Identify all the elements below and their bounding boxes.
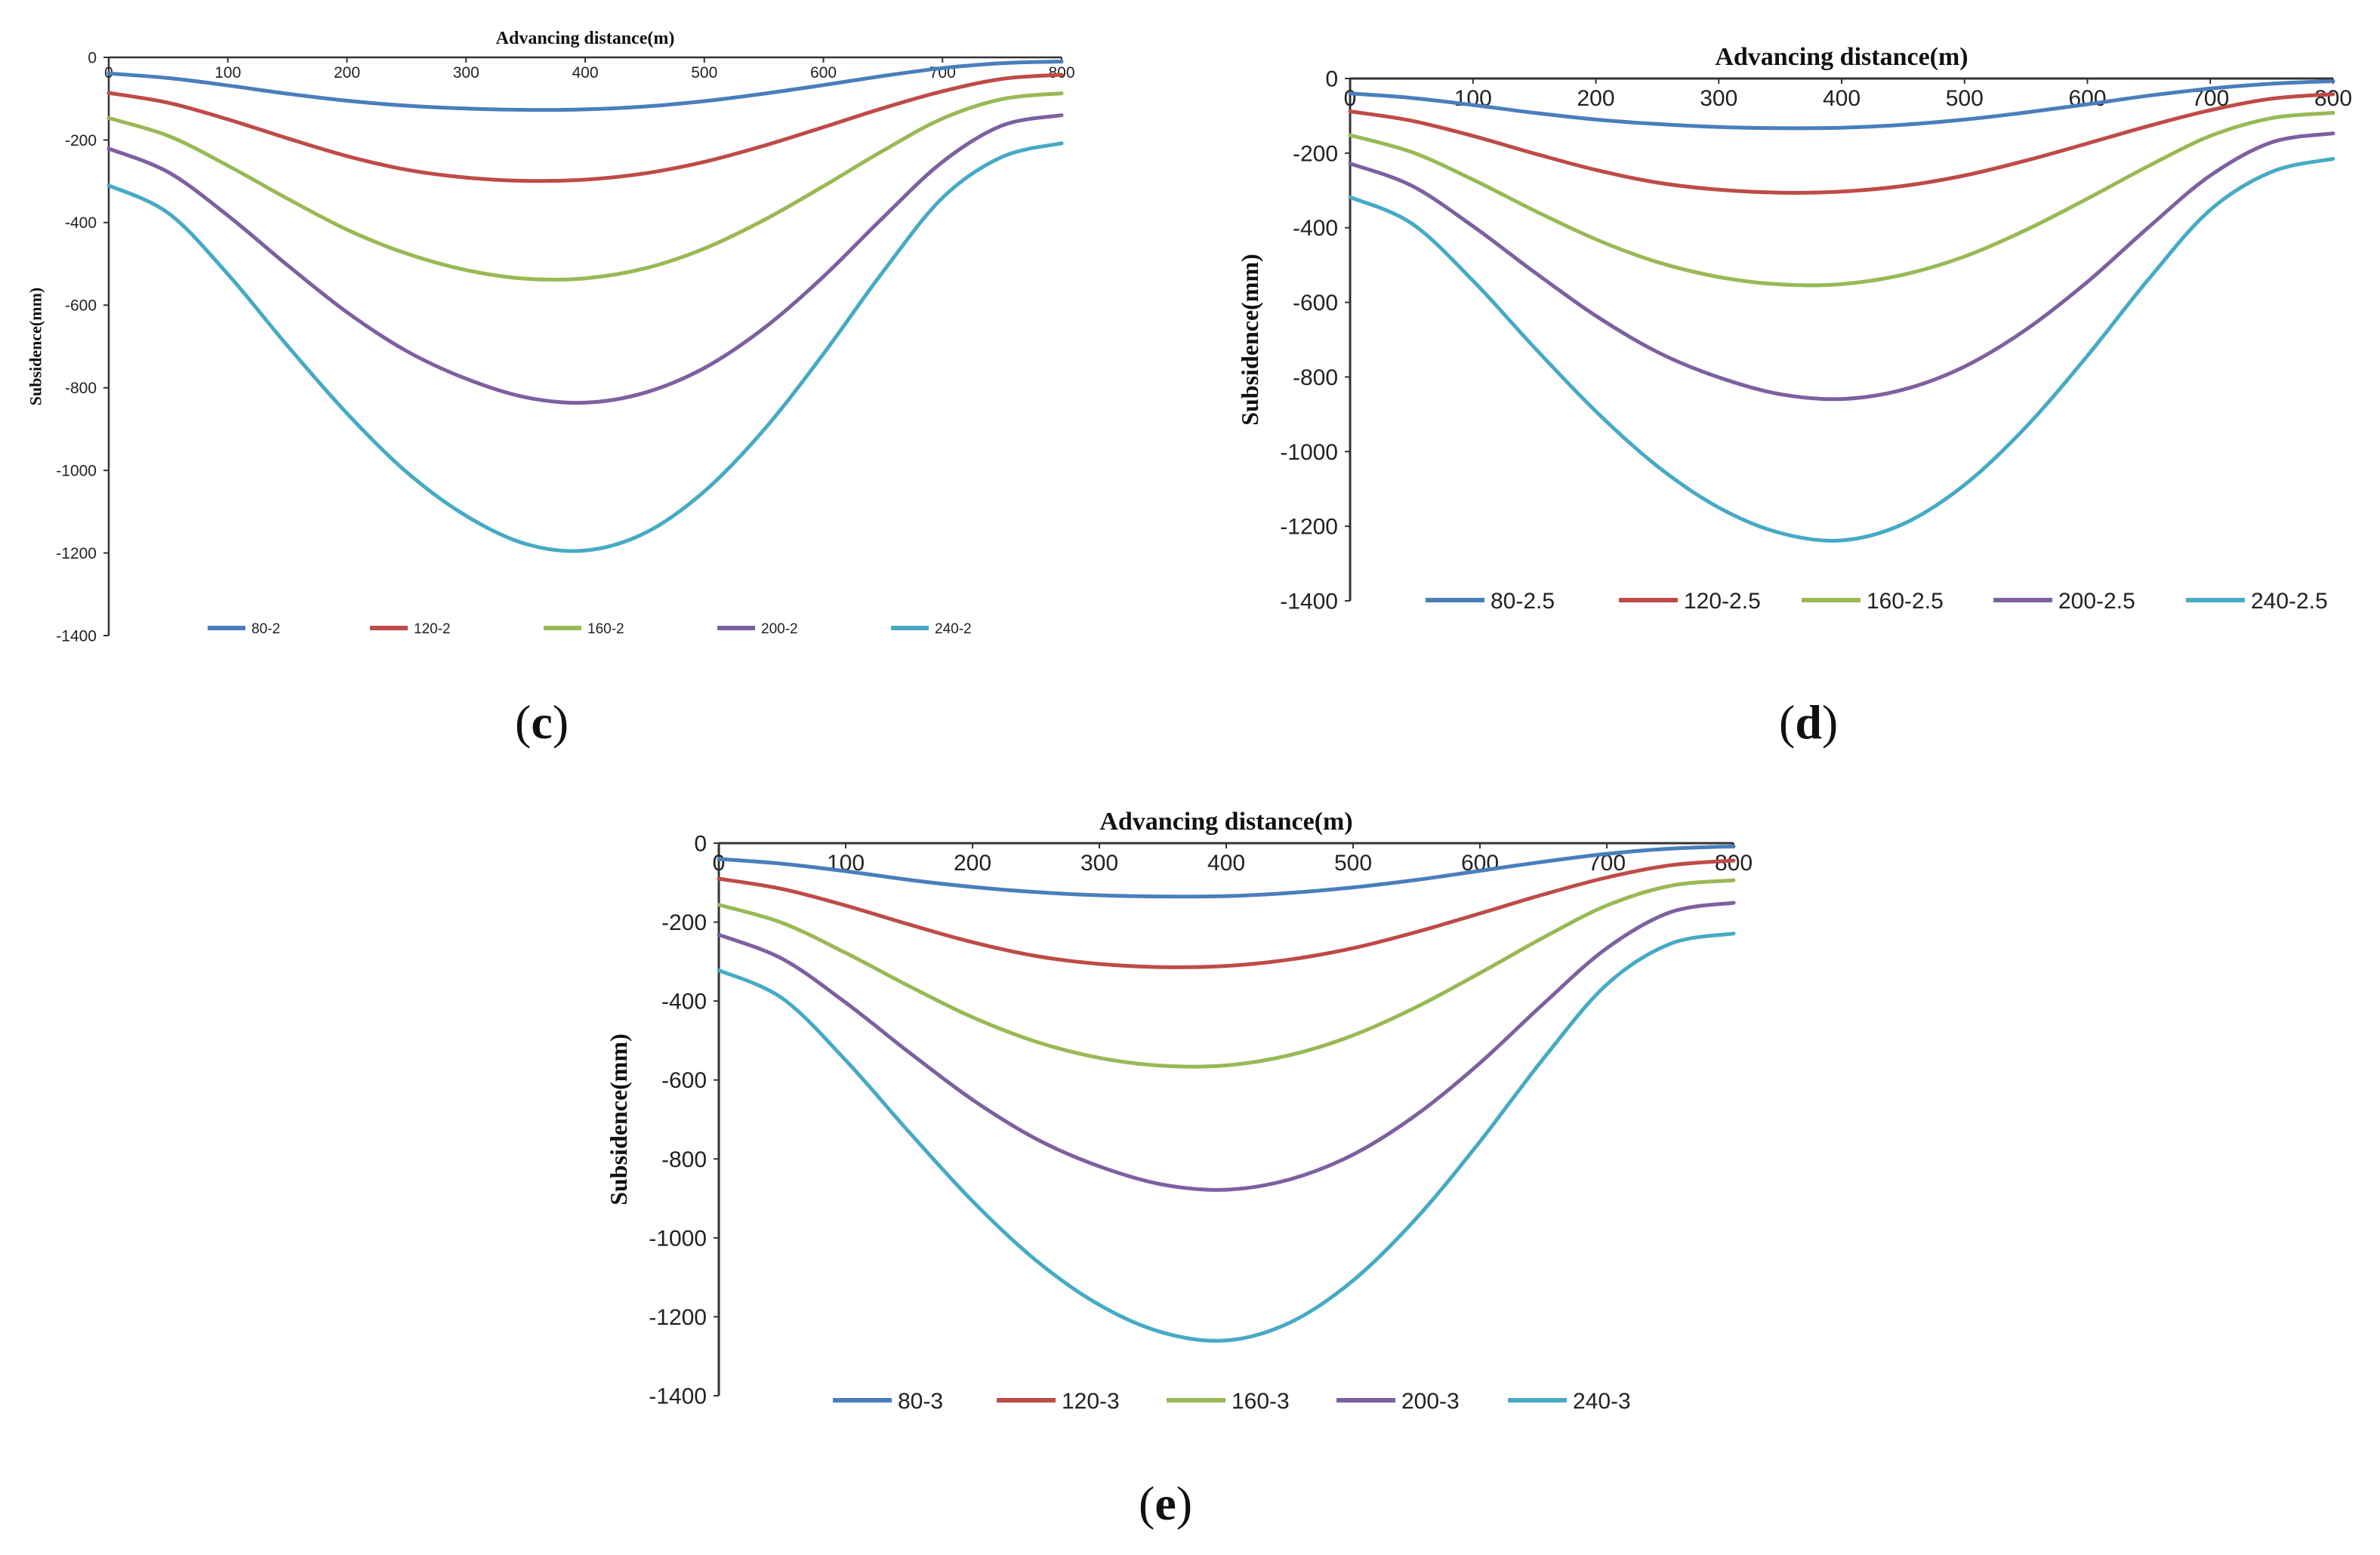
series-line-160-2 — [106, 91, 1064, 282]
legend-label-80-2: 80-2 — [251, 621, 280, 637]
x-tick-label: 0 — [713, 851, 726, 876]
y-axis-title: Subsidence(mm) — [26, 288, 45, 405]
panel-label-d-open: ( — [1779, 695, 1796, 749]
legend-label-80-2.5: 80-2.5 — [1491, 589, 1555, 614]
y-tick-label: -400 — [661, 990, 707, 1015]
x-tick-label: 500 — [1334, 851, 1372, 876]
legend-label-200-2.5: 200-2.5 — [2058, 589, 2135, 614]
legend-label-240-2.5: 240-2.5 — [2251, 589, 2328, 614]
x-tick-label: 300 — [453, 64, 479, 82]
chart-e: 0 100 200 300 400 500 600 700 8000-200-400-600-8… — [605, 808, 1753, 1414]
x-axis-title: Advancing distance(m) — [496, 29, 675, 48]
panel-label-c-letter: c — [531, 695, 553, 749]
x-tick-label: 400 — [1823, 86, 1861, 111]
legend-label-80-3: 80-3 — [898, 1389, 943, 1414]
legend-label-120-2: 120-2 — [414, 621, 451, 637]
series-line-120-2.5 — [1348, 92, 2335, 195]
y-tick-label: 0 — [694, 832, 707, 857]
y-tick-label: -600 — [1293, 291, 1338, 316]
x-tick-label: 400 — [1207, 851, 1245, 876]
series-line-240-2 — [106, 141, 1064, 553]
legend-label-160-2.5: 160-2.5 — [1867, 589, 1944, 614]
y-tick-label: -1000 — [649, 1226, 707, 1251]
x-tick-label: 300 — [1700, 86, 1737, 111]
y-tick-label: -800 — [1293, 365, 1338, 390]
y-axis-title: Subsidence(mm) — [1236, 254, 1263, 426]
series-line-80-2 — [106, 60, 1064, 112]
y-tick-label: 0 — [88, 49, 97, 66]
panel-label-e: (e) — [1139, 1476, 1192, 1532]
panel-label-c-close: ) — [552, 695, 569, 749]
series-line-240-3 — [717, 931, 1736, 1343]
y-tick-label: -800 — [661, 1147, 707, 1172]
y-tick-label: -1400 — [56, 627, 97, 645]
x-tick-label: 800 — [2314, 86, 2352, 111]
y-tick-label: -1200 — [56, 545, 97, 562]
x-tick-label: 0 — [1344, 86, 1357, 111]
y-tick-label: -1200 — [649, 1305, 707, 1330]
panel-label-e-letter: e — [1155, 1476, 1176, 1530]
series-line-120-2 — [106, 72, 1064, 183]
y-tick-label: -1200 — [1280, 515, 1338, 540]
legend-label-240-3: 240-3 — [1573, 1389, 1631, 1414]
series-line-160-2.5 — [1348, 111, 2335, 288]
x-tick-label: 200 — [954, 851, 991, 876]
legend-label-240-2: 240-2 — [935, 621, 972, 637]
y-tick-label: -1400 — [1280, 590, 1338, 614]
series-line-120-3 — [717, 858, 1736, 969]
y-tick-label: -200 — [661, 910, 707, 935]
y-tick-label: -400 — [65, 214, 97, 232]
y-tick-label: -200 — [65, 132, 97, 149]
x-tick-label: 400 — [572, 64, 598, 82]
x-tick-label: 300 — [1081, 851, 1118, 876]
y-tick-label: -600 — [661, 1068, 707, 1093]
series-line-160-3 — [717, 878, 1736, 1069]
x-tick-label: 200 — [334, 64, 360, 82]
series-line-240-2.5 — [1348, 156, 2335, 543]
panel-label-c-open: ( — [515, 695, 532, 749]
legend-label-120-2.5: 120-2.5 — [1684, 589, 1761, 614]
y-tick-label: -800 — [65, 380, 97, 397]
y-axis-title: Subsidence(mm) — [605, 1033, 632, 1206]
series-line-200-2.5 — [1348, 131, 2335, 402]
x-tick-label: 200 — [1577, 86, 1614, 111]
series-line-200-3 — [717, 901, 1736, 1192]
y-tick-label: -400 — [1293, 216, 1338, 241]
y-tick-label: -200 — [1293, 141, 1338, 166]
y-tick-label: -1400 — [649, 1384, 707, 1409]
panel-label-c: (c) — [515, 694, 569, 750]
series-line-80-3 — [717, 844, 1736, 899]
x-axis-title: Advancing distance(m) — [1099, 808, 1352, 836]
panel-label-d: (d) — [1779, 694, 1838, 750]
legend-label-200-2: 200-2 — [761, 621, 798, 637]
panel-label-e-close: ) — [1176, 1476, 1193, 1530]
panel-label-d-letter: d — [1795, 695, 1822, 749]
panel-label-e-open: ( — [1139, 1476, 1155, 1530]
chart-d: 0 100 200 300 400 500 600 700 8000-200-400-600-8… — [1236, 43, 2352, 614]
legend-label-160-3: 160-3 — [1232, 1389, 1290, 1414]
panel-label-d-close: ) — [1821, 695, 1839, 749]
legend-label-160-2: 160-2 — [587, 621, 624, 637]
y-tick-label: -1000 — [56, 462, 97, 479]
x-tick-label: 600 — [810, 64, 837, 82]
x-tick-label: 500 — [691, 64, 717, 82]
y-tick-label: -1000 — [1280, 440, 1338, 465]
legend-label-120-3: 120-3 — [1062, 1389, 1120, 1414]
series-line-200-2 — [106, 113, 1064, 405]
legend-label-200-3: 200-3 — [1401, 1389, 1460, 1414]
series-line-80-2.5 — [1348, 79, 2335, 131]
x-tick-label: 500 — [1946, 86, 1984, 111]
x-tick-label: 100 — [214, 64, 241, 82]
y-tick-label: -600 — [65, 297, 97, 315]
x-axis-title: Advancing distance(m) — [1715, 43, 1968, 71]
chart-c: 0 100 200 300 400 500 600 700 8000-200-400-600-8… — [26, 29, 1074, 645]
y-tick-label: 0 — [1325, 67, 1338, 92]
